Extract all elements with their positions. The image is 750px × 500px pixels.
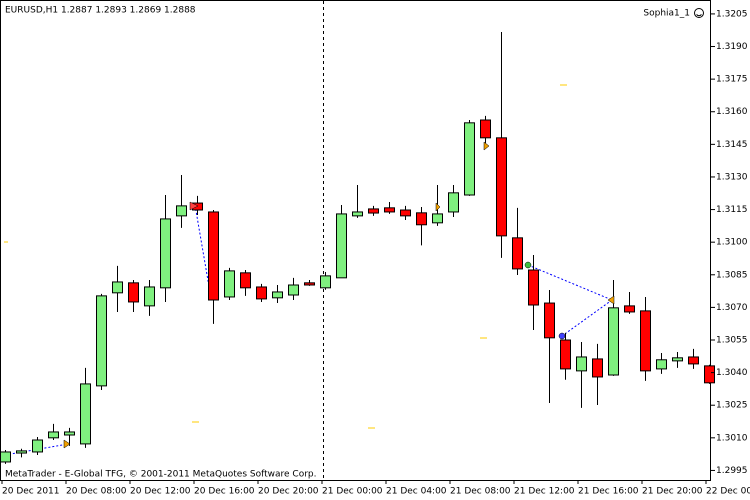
trade-arrow: [607, 295, 615, 305]
x-tick-label: 21 Dec 16:00: [578, 487, 639, 497]
y-tick-label: 1.3115: [716, 205, 748, 215]
candle-body: [256, 286, 267, 300]
title-bg: [2, 3, 202, 17]
y-tick-label: 1.3085: [716, 270, 748, 280]
candle-body: [32, 439, 43, 453]
trade-markers: [63, 141, 615, 449]
candle-body: [96, 295, 107, 387]
candle-body: [592, 358, 603, 378]
candle-body: [288, 284, 299, 296]
candle-body: [688, 356, 699, 365]
candle-body: [0, 451, 11, 463]
trade-arrow: [63, 439, 71, 449]
y-tick-label: 1.3205: [716, 9, 748, 19]
candle-body: [224, 270, 235, 298]
y-tick-label: 1.3175: [716, 75, 748, 85]
x-tick-label: 21 Dec 04:00: [386, 487, 447, 497]
smiley-mouth: [696, 14, 702, 17]
candle-body: [640, 310, 651, 372]
candles: [0, 31, 715, 464]
x-tick-label: 20 Dec 12:00: [130, 487, 191, 497]
y-tick-label: 1.3100: [716, 238, 748, 248]
candle-body: [448, 192, 459, 213]
candle-body: [336, 213, 347, 279]
candle-body: [320, 275, 331, 289]
candle-body: [48, 431, 59, 439]
candle-body: [560, 339, 571, 370]
candle-body: [464, 122, 475, 196]
candle-body: [432, 213, 443, 224]
candle-body: [400, 209, 411, 217]
y-tick-label: 1.3070: [716, 303, 748, 313]
candle-body: [208, 211, 219, 301]
y-tick-label: 1.2995: [716, 466, 748, 476]
trade-lines: [4, 204, 613, 456]
trade-point: [558, 332, 566, 340]
candle-body: [128, 282, 139, 303]
x-tick-label: 20 Dec 16:00: [194, 487, 255, 497]
x-tick-label: 20 Dec 08:00: [66, 487, 127, 497]
level-marks: [4, 84, 567, 429]
candle-body: [16, 450, 27, 454]
trade-arrow: [435, 202, 441, 212]
y-tick-label: 1.3040: [716, 368, 748, 378]
trade-line: [4, 443, 69, 456]
trade-arrow: [189, 201, 199, 211]
chart-title: EURUSD,H1 1.2887 1.2893 1.2869 1.2888: [5, 6, 196, 16]
x-tick-label: 22 Dec 00: [706, 487, 750, 497]
candle-body: [352, 211, 363, 217]
y-tick-label: 1.3145: [716, 140, 748, 150]
candle-body: [544, 302, 555, 339]
candle-body: [416, 212, 427, 226]
x-tick-label: 21 Dec 08:00: [450, 487, 511, 497]
y-tick-label: 1.3010: [716, 433, 748, 443]
candle-body: [704, 365, 715, 384]
trade-point: [524, 261, 532, 269]
trade-line: [527, 264, 613, 301]
x-tick-label: 21 Dec 12:00: [514, 487, 575, 497]
candle-body: [80, 383, 91, 445]
plot-frame: [0, 0, 711, 481]
candle-body: [496, 137, 507, 237]
x-tick-label: 20 Dec 2011: [2, 487, 60, 497]
candle-body: [512, 237, 523, 270]
candle-body: [672, 357, 683, 362]
candle-body: [528, 269, 539, 306]
candle-body: [112, 281, 123, 294]
candle-body: [656, 359, 667, 370]
y-tick-label: 1.3160: [716, 107, 748, 117]
candle-body: [64, 431, 75, 436]
candle-body: [160, 218, 171, 289]
y-tick-label: 1.3130: [716, 172, 748, 182]
candle-body: [368, 208, 379, 214]
expert-name: Sophia1_1: [643, 9, 690, 19]
candle-body: [176, 205, 187, 217]
x-tick-label: 21 Dec 20:00: [642, 487, 703, 497]
footer-text: MetaTrader - E-Global TFG, © 2001-2011 M…: [5, 470, 317, 480]
candle-body: [272, 291, 283, 299]
candle-body: [480, 119, 491, 139]
y-tick-label: 1.3190: [716, 42, 748, 52]
candle-body: [576, 356, 587, 372]
candle-body: [384, 207, 395, 213]
candle-body: [240, 272, 251, 289]
candle-body: [608, 307, 619, 376]
y-tick-label: 1.3025: [716, 401, 748, 411]
candle-body: [624, 305, 635, 313]
x-tick-label: 21 Dec 00:00: [322, 487, 383, 497]
candle-body: [144, 286, 155, 307]
y-tick-label: 1.3055: [716, 336, 748, 346]
footer-bg: [2, 467, 320, 480]
trade-arrow: [483, 141, 490, 151]
candle-body: [304, 282, 315, 286]
x-tick-label: 20 Dec 20:00: [258, 487, 319, 497]
